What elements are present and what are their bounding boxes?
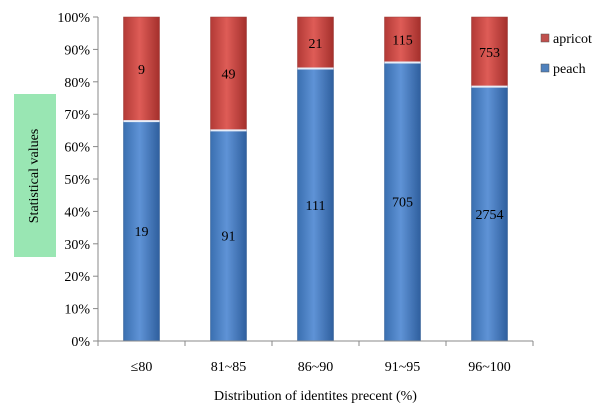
data-label-apricot: 115 (392, 34, 412, 49)
x-tick-label: 81~85 (211, 360, 247, 375)
x-tick-label: ≤80 (131, 360, 153, 375)
bar-apricot (123, 16, 160, 122)
data-label-peach: 705 (392, 196, 413, 211)
data-label-apricot: 21 (309, 37, 323, 52)
data-label-peach: 111 (306, 199, 326, 214)
x-tick-label: 86~90 (298, 360, 334, 375)
x-axis-title: Distribution of identites precent (%) (214, 389, 417, 404)
y-axis-ticks: 0% 10% 20% 30% 40% 50% 60% 70% 80% 90% 100% (57, 11, 98, 350)
bar-peach (471, 86, 508, 342)
data-label-peach: 91 (222, 230, 236, 245)
y-tick-label: 10% (64, 303, 90, 318)
y-tick-label: 60% (64, 141, 90, 156)
bar-peach (210, 130, 247, 342)
bar-group: 111 21 (297, 16, 334, 342)
bar-apricot (471, 16, 508, 87)
data-label-peach: 2754 (476, 208, 504, 223)
y-tick-label: 50% (64, 173, 90, 188)
data-label-apricot: 9 (138, 63, 145, 78)
legend-swatch-peach (540, 63, 550, 73)
y-tick-label: 70% (64, 108, 90, 123)
y-axis-title-group: Statistical values (14, 94, 56, 257)
x-tick-label: 96~100 (468, 360, 511, 375)
legend: apricot peach (540, 32, 592, 77)
y-tick-label: 30% (64, 238, 90, 253)
data-label-peach: 19 (135, 225, 149, 240)
x-axis-ticks: ≤80 81~85 86~90 91~95 96~100 (97, 341, 534, 375)
y-axis-title-background (14, 94, 56, 257)
bar-group: 91 49 (210, 16, 247, 342)
y-tick-label: 100% (57, 11, 90, 26)
bar-peach (123, 120, 160, 342)
bar-apricot (384, 16, 421, 63)
bar-apricot (297, 16, 334, 69)
axes (97, 17, 533, 342)
bar-peach (297, 68, 334, 342)
bar-apricot (210, 16, 247, 131)
data-label-apricot: 753 (479, 46, 500, 61)
data-label-apricot: 49 (222, 68, 236, 83)
y-tick-label: 20% (64, 270, 90, 285)
bar-peach (384, 62, 421, 342)
legend-label-peach: peach (553, 62, 586, 77)
legend-swatch-apricot (540, 33, 550, 43)
bars: 19 9 91 49 111 21 705 115 2754 753 (123, 16, 508, 342)
y-tick-label: 40% (64, 205, 90, 220)
legend-label-apricot: apricot (553, 32, 592, 47)
bar-group: 19 9 (123, 16, 160, 342)
y-axis-title: Statistical values (27, 129, 42, 223)
bar-group: 2754 753 (471, 16, 508, 342)
x-tick-label: 91~95 (385, 360, 421, 375)
y-tick-label: 0% (71, 335, 90, 350)
bar-group: 705 115 (384, 16, 421, 342)
y-tick-label: 80% (64, 76, 90, 91)
y-tick-label: 90% (64, 43, 90, 58)
